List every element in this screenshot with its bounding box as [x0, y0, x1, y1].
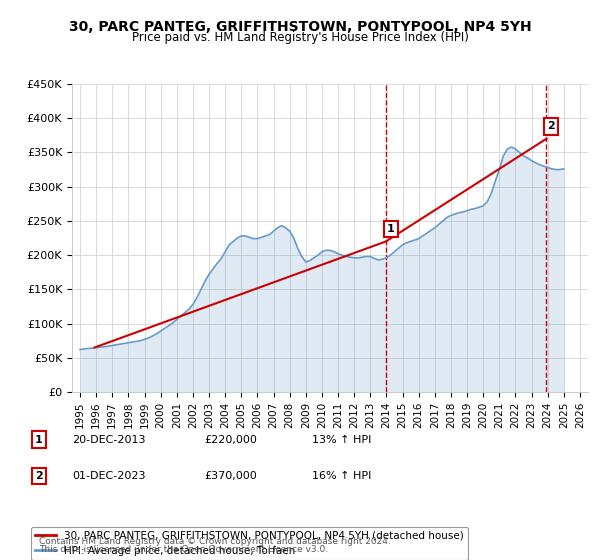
- Text: 20-DEC-2013: 20-DEC-2013: [72, 435, 146, 445]
- Text: £370,000: £370,000: [204, 471, 257, 481]
- Text: 13% ↑ HPI: 13% ↑ HPI: [312, 435, 371, 445]
- Text: £220,000: £220,000: [204, 435, 257, 445]
- Text: 2: 2: [547, 122, 555, 132]
- Text: Contains HM Land Registry data © Crown copyright and database right 2024.: Contains HM Land Registry data © Crown c…: [39, 537, 391, 546]
- Legend: 30, PARC PANTEG, GRIFFITHSTOWN, PONTYPOOL, NP4 5YH (detached house), HPI: Averag: 30, PARC PANTEG, GRIFFITHSTOWN, PONTYPOO…: [31, 526, 468, 560]
- Text: This data is licensed under the Open Government Licence v3.0.: This data is licensed under the Open Gov…: [39, 545, 328, 554]
- Text: 1: 1: [35, 435, 43, 445]
- Text: 30, PARC PANTEG, GRIFFITHSTOWN, PONTYPOOL, NP4 5YH: 30, PARC PANTEG, GRIFFITHSTOWN, PONTYPOO…: [68, 20, 532, 34]
- Text: 2: 2: [35, 471, 43, 481]
- Text: 1: 1: [387, 224, 395, 234]
- Text: 16% ↑ HPI: 16% ↑ HPI: [312, 471, 371, 481]
- Text: 01-DEC-2023: 01-DEC-2023: [72, 471, 146, 481]
- Text: Price paid vs. HM Land Registry's House Price Index (HPI): Price paid vs. HM Land Registry's House …: [131, 31, 469, 44]
